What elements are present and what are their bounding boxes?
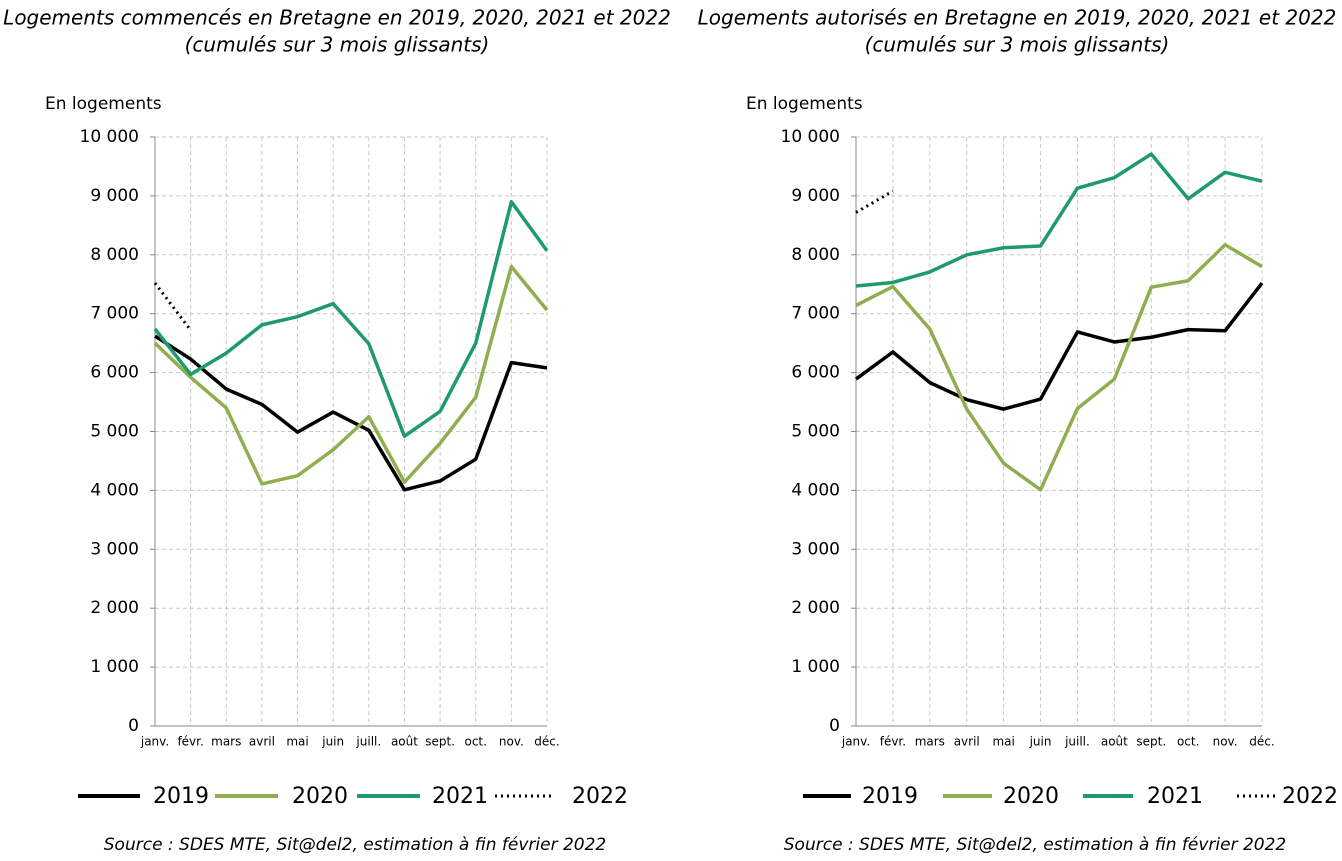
x-tick-label: déc.	[1249, 735, 1274, 749]
y-tick-label: 1 000	[90, 657, 139, 677]
series-line	[855, 152, 1263, 288]
chart-subtitle: (cumulés sur 3 mois glissants)	[185, 33, 490, 57]
x-tick-label: oct.	[464, 735, 486, 749]
x-tick-label: janv.	[140, 735, 169, 749]
y-tick-label: 6 000	[90, 363, 139, 383]
x-tick-label: mars	[211, 735, 241, 749]
x-tick-label: févr.	[177, 735, 203, 749]
x-tick-label: nov.	[1213, 735, 1238, 749]
y-tick-label: 1 000	[791, 657, 840, 677]
y-tick-label: 3 000	[90, 539, 139, 559]
series-line	[154, 334, 548, 492]
x-tick-label: déc.	[534, 735, 559, 749]
y-axis-label: En logements	[45, 94, 162, 114]
y-tick-label: 0	[128, 716, 139, 736]
source: Source : SDES MTE, Sit@del2, estimation …	[104, 835, 606, 855]
x-tick-label: juin	[1029, 735, 1052, 749]
y-tick-label: 8 000	[791, 245, 840, 265]
x-tick-label: août	[1101, 735, 1128, 749]
y-tick-label: 0	[829, 716, 840, 736]
y-tick-label: 5 000	[90, 422, 139, 442]
series-line	[855, 189, 894, 214]
x-tick-label: sept.	[425, 735, 455, 749]
source: Source : SDES MTE, Sit@del2, estimation …	[784, 835, 1286, 855]
y-tick-label: 5 000	[791, 422, 840, 442]
legend-label: 2022	[572, 784, 628, 809]
y-tick-label: 3 000	[791, 539, 840, 559]
series-line	[153, 282, 192, 332]
x-tick-label: juin	[321, 735, 344, 749]
x-tick-label: mars	[915, 735, 945, 749]
legend-label: 2022	[1282, 784, 1338, 809]
y-tick-label: 6 000	[791, 363, 840, 383]
legend-label: 2021	[432, 784, 488, 809]
legend-label: 2019	[153, 784, 209, 809]
x-tick-label: mai	[992, 735, 1014, 749]
x-tick-label: mai	[286, 735, 308, 749]
series-line	[854, 282, 1264, 411]
y-tick-label: 10 000	[80, 127, 139, 147]
chart-subtitle: (cumulés sur 3 mois glissants)	[865, 33, 1170, 57]
y-tick-label: 7 000	[90, 304, 139, 324]
y-tick-label: 9 000	[791, 186, 840, 206]
y-tick-label: 9 000	[90, 186, 139, 206]
x-tick-label: oct.	[1177, 735, 1199, 749]
x-tick-label: nov.	[499, 735, 524, 749]
x-tick-label: août	[391, 735, 418, 749]
x-tick-label: févr.	[880, 735, 906, 749]
x-tick-label: sept.	[1136, 735, 1166, 749]
series-line	[153, 200, 549, 438]
legend-label: 2020	[292, 784, 348, 809]
y-tick-label: 7 000	[791, 304, 840, 324]
series-line	[153, 264, 549, 486]
y-tick-label: 4 000	[791, 480, 840, 500]
y-tick-label: 8 000	[90, 245, 139, 265]
y-tick-label: 2 000	[791, 598, 840, 618]
chart-title: Logements commencés en Bretagne en 2019,…	[3, 6, 671, 30]
chart-title: Logements autorisés en Bretagne en 2019,…	[698, 6, 1337, 30]
x-tick-label: avril	[249, 735, 275, 749]
x-tick-label: juill.	[1064, 735, 1090, 749]
y-tick-label: 10 000	[781, 127, 840, 147]
legend-label: 2019	[862, 784, 918, 809]
y-axis-label: En logements	[746, 94, 863, 114]
y-tick-label: 2 000	[90, 598, 139, 618]
series-line	[855, 243, 1263, 492]
legend-label: 2021	[1147, 784, 1203, 809]
legend-label: 2020	[1003, 784, 1059, 809]
x-tick-label: juill.	[355, 735, 381, 749]
x-tick-label: janv.	[841, 735, 870, 749]
y-tick-label: 4 000	[90, 480, 139, 500]
x-tick-label: avril	[954, 735, 980, 749]
